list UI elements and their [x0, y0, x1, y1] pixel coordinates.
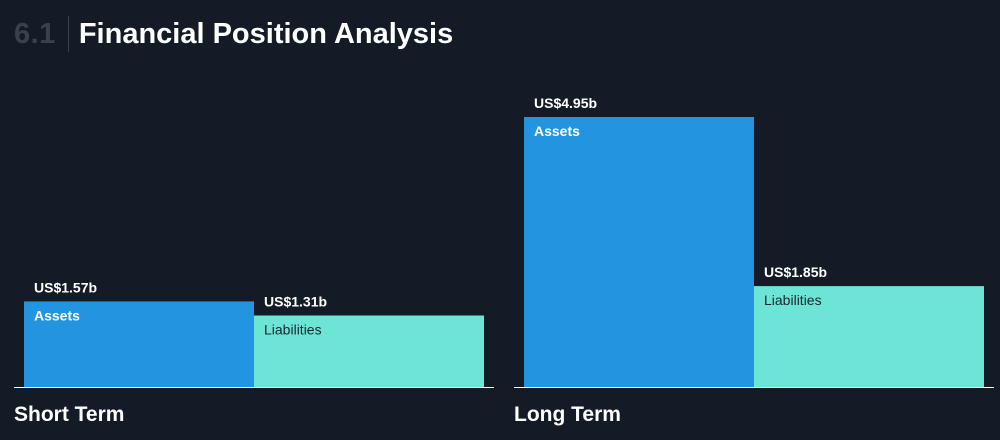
- chart-title: Financial Position Analysis: [78, 17, 454, 50]
- short-term-assets-bar: [24, 301, 254, 387]
- long-term-liabilities-value-label: US$1.85b: [764, 264, 827, 280]
- section-number: 6.1: [14, 17, 56, 50]
- chart-header: 6.1 Financial Position Analysis: [14, 14, 453, 54]
- long-term-assets-value-label: US$4.95b: [534, 95, 597, 111]
- short-term-assets-value-label: US$1.57b: [34, 279, 97, 295]
- short-term-liabilities-bar: [254, 315, 484, 387]
- short-term-liabilities-value-label: US$1.31b: [264, 294, 327, 310]
- header-divider: [67, 16, 69, 52]
- long-term-liabilities-series-label: Liabilities: [764, 292, 822, 308]
- long-term-category-label: Long Term: [514, 403, 621, 426]
- short-term-liabilities-series-label: Liabilities: [264, 322, 322, 338]
- long-term-liabilities-bar: [754, 286, 984, 387]
- short-term-assets-series-label: Assets: [34, 307, 80, 323]
- short-term-category-label: Short Term: [14, 403, 124, 426]
- long-term-assets-series-label: Assets: [534, 123, 580, 139]
- long-term-assets-bar: [524, 117, 754, 387]
